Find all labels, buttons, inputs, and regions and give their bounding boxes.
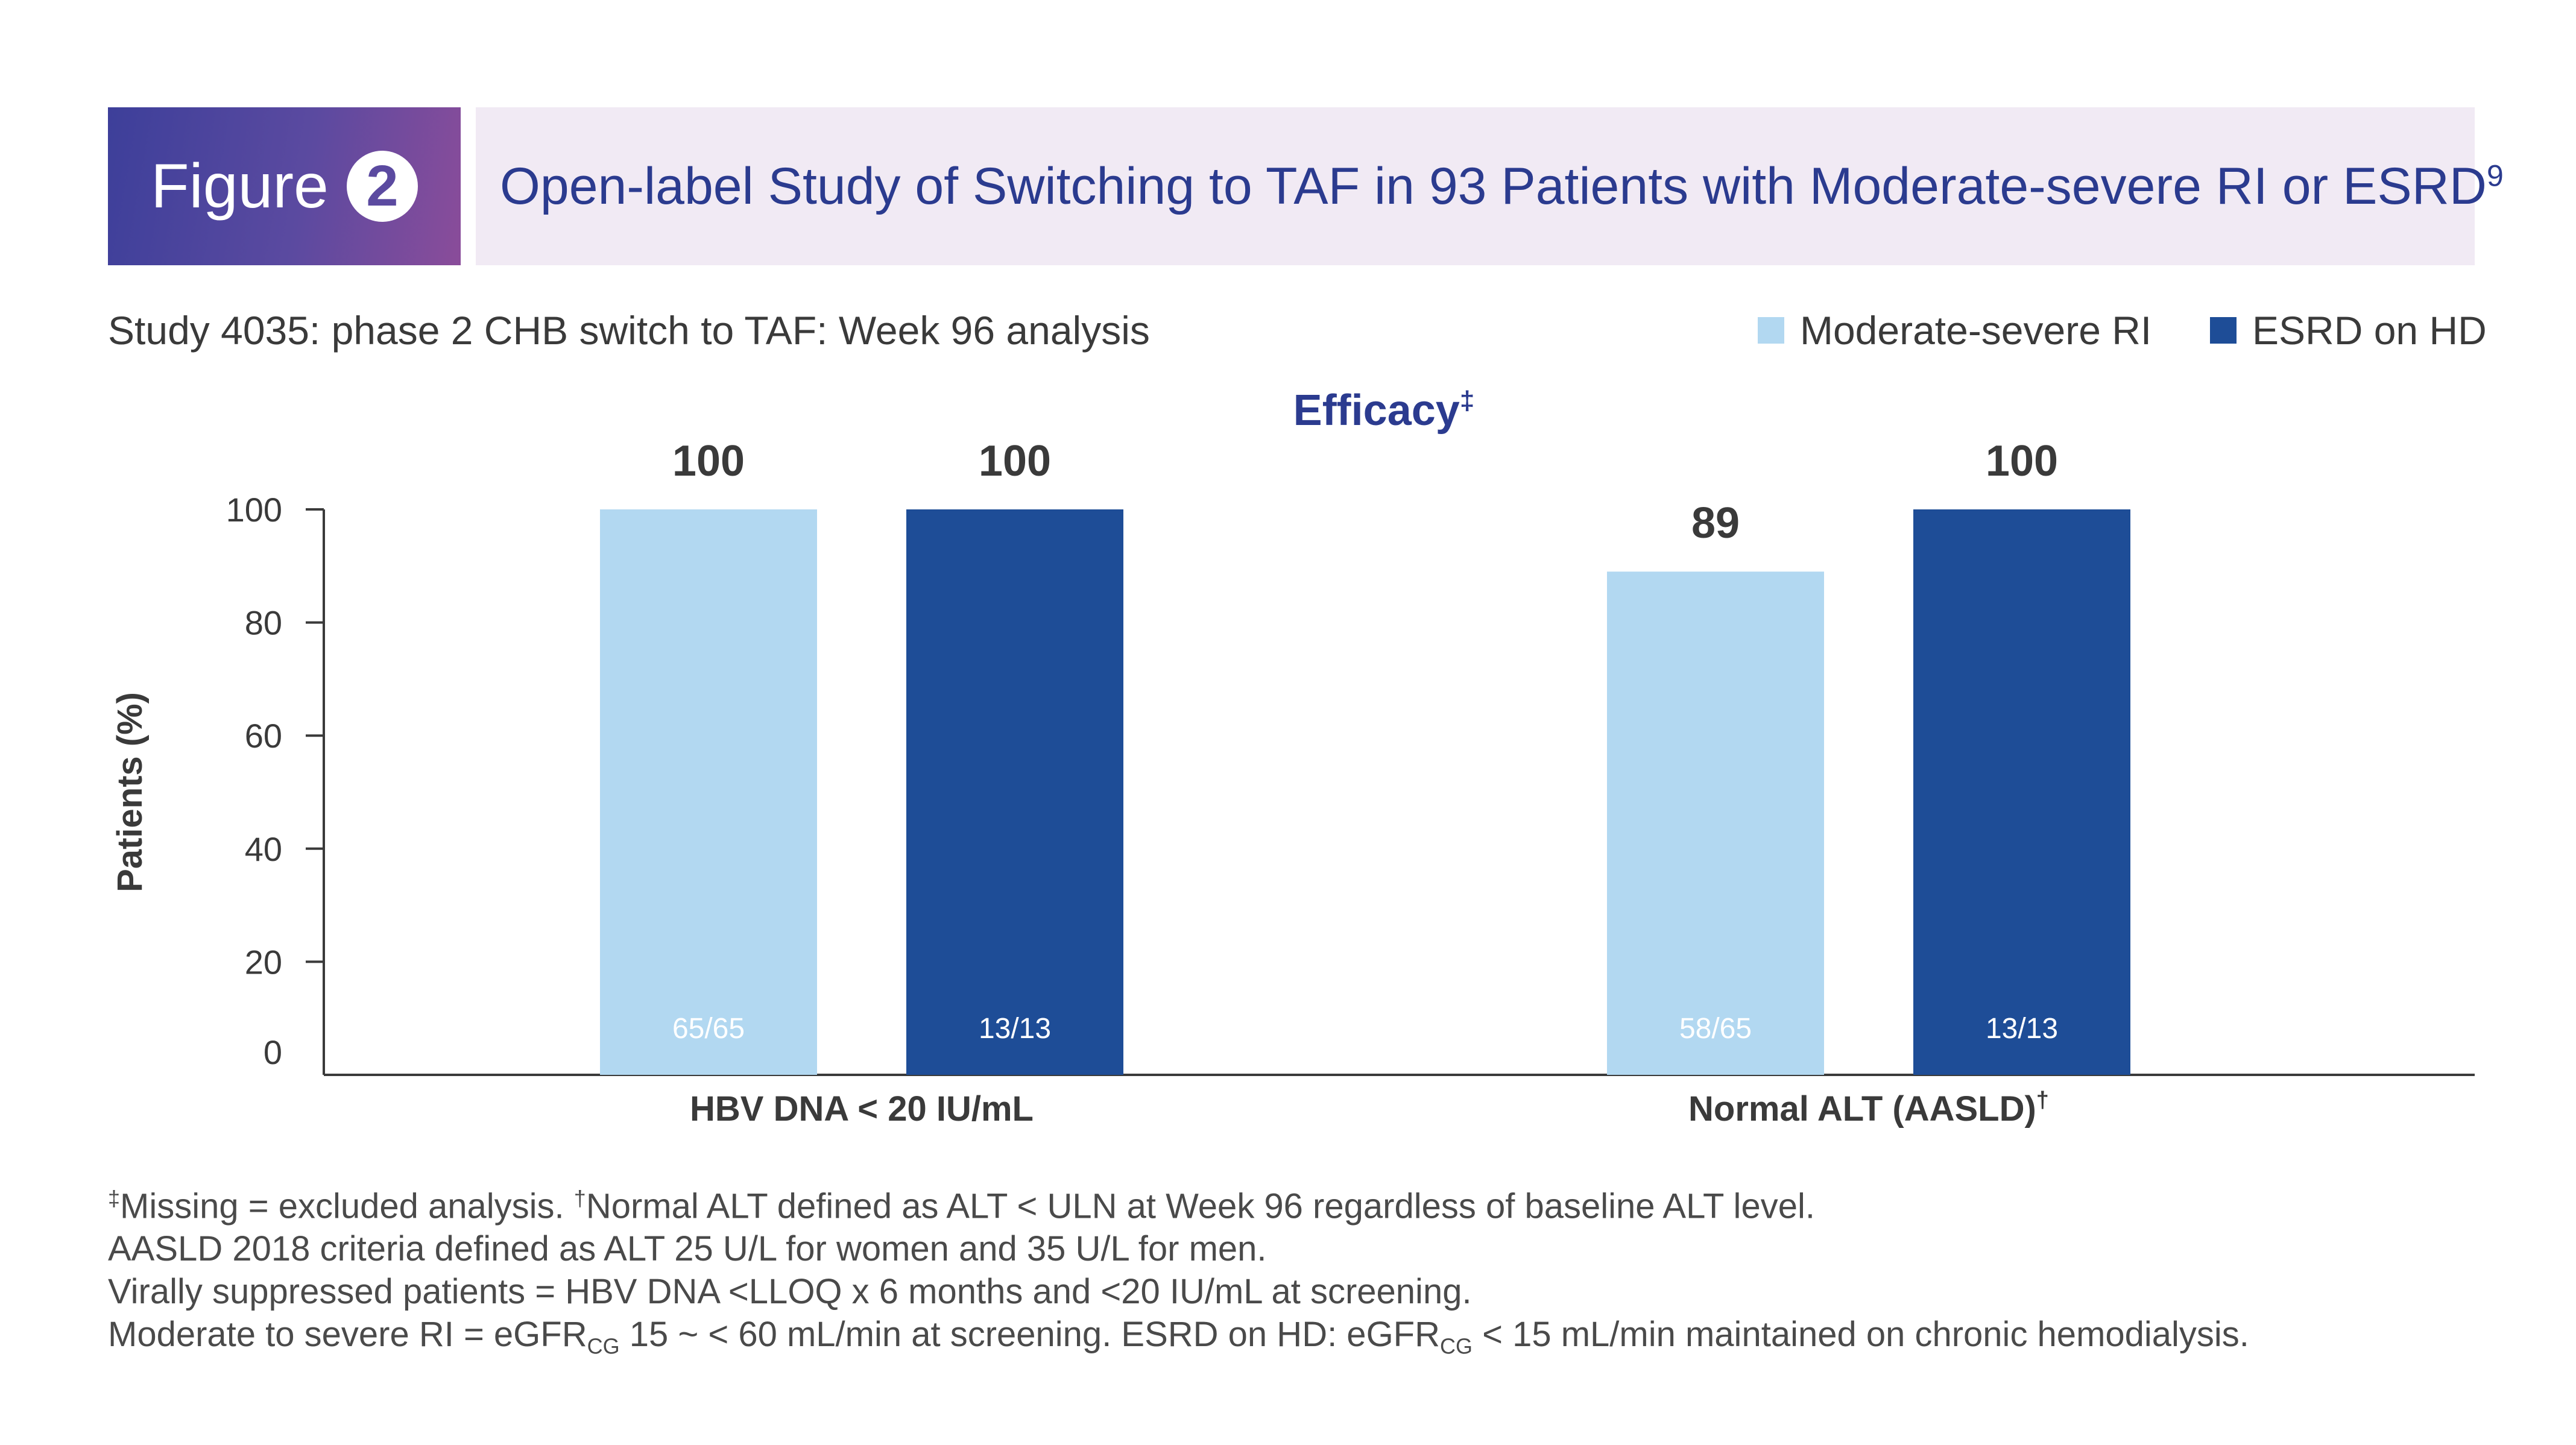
bar-value-label: 89 <box>1691 499 1740 547</box>
footnote-text-missing: Missing = excluded analysis. <box>120 1186 574 1226</box>
chart-title-sup: ‡ <box>1460 386 1474 415</box>
figure-number-badge: 2 <box>346 151 418 222</box>
figure-label: Figure <box>151 151 329 221</box>
legend-item-moderate-severe-ri: Moderate-severe RI <box>1758 307 2151 353</box>
x-category-text: Normal ALT (AASLD) <box>1688 1089 2036 1129</box>
bar-value-label: 100 <box>979 437 1051 485</box>
bar-count-label: 13/13 <box>979 1013 1051 1045</box>
footnote-text-esrd-definition: 15 ~ < 60 mL/min at screening. ESRD on H… <box>619 1315 1440 1355</box>
y-tick-label-80: 80 <box>245 604 282 642</box>
legend-swatch-moderate-severe-ri <box>1758 317 1784 344</box>
footnotes: ‡Missing = excluded analysis. †Normal AL… <box>108 1177 2249 1368</box>
y-tick-label-40: 40 <box>245 830 282 868</box>
y-tick-label-60: 60 <box>245 717 282 755</box>
footnote-line-3: Virally suppressed patients = HBV DNA <L… <box>108 1272 1472 1312</box>
bar-moderate-severe-ri-2 <box>1607 571 1824 1075</box>
bar-count-label: 58/65 <box>1679 1013 1752 1045</box>
footnote-line-4: Moderate to severe RI = eGFRCG 15 ~ < 60… <box>108 1313 2249 1368</box>
bar-moderate-severe-ri-1 <box>600 509 817 1075</box>
footnote-line-2: AASLD 2018 criteria defined as ALT 25 U/… <box>108 1229 1267 1269</box>
study-subtitle: Study 4035: phase 2 CHB switch to TAF: W… <box>108 308 1150 353</box>
chart-title-text: Efficacy <box>1293 386 1460 435</box>
legend-swatch-esrd-on-hd <box>2210 317 2237 344</box>
footnote-text-normal-alt: Normal ALT defined as ALT < ULN at Week … <box>586 1186 1815 1226</box>
y-tick-label-0: 0 <box>264 1033 282 1071</box>
bar-count-label: 13/13 <box>1986 1013 2058 1045</box>
footnote-subscript-cg-2: CG <box>1440 1333 1473 1359</box>
footnote-subscript-cg-1: CG <box>587 1333 620 1359</box>
bar-value-label: 100 <box>672 437 745 485</box>
y-tick-label-20: 20 <box>245 943 282 981</box>
x-category-label-1: HBV DNA < 20 IU/mL <box>690 1089 1034 1129</box>
figure-title-banner: Open-label Study of Switching to TAF in … <box>476 107 2504 265</box>
figure-title-text: Open-label Study of Switching to TAF in … <box>500 157 2487 215</box>
y-tick-label-100: 100 <box>226 491 282 529</box>
figure-title: Open-label Study of Switching to TAF in … <box>500 157 2504 216</box>
legend-item-esrd-on-hd: ESRD on HD <box>2210 307 2487 353</box>
bar-esrd-on-hd-1 <box>906 509 1123 1075</box>
figure-badge: Figure 2 <box>108 107 461 265</box>
bar-value-label: 100 <box>1986 437 2058 485</box>
footnote-text-ri-definition: Moderate to severe RI = eGFR <box>108 1315 587 1355</box>
y-axis-label: Patients (%) <box>110 692 150 892</box>
footnote-text-hemodialysis: < 15 mL/min maintained on chronic hemodi… <box>1473 1315 2249 1355</box>
chart-title: Efficacy‡ <box>1293 386 1475 435</box>
figure-title-reference: 9 <box>2487 158 2504 192</box>
x-category-sup: † <box>2036 1088 2049 1113</box>
footnote-line-1: ‡Missing = excluded analysis. †Normal AL… <box>108 1177 2249 1227</box>
x-category-text: HBV DNA < 20 IU/mL <box>690 1089 1034 1129</box>
legend-label-esrd-on-hd: ESRD on HD <box>2252 308 2487 353</box>
footnote-symbol-dagger: † <box>573 1186 586 1210</box>
bar-count-label: 65/65 <box>672 1013 745 1045</box>
x-category-label-2: Normal ALT (AASLD)† <box>1688 1088 2049 1129</box>
bar-esrd-on-hd-2 <box>1913 509 2130 1075</box>
footnote-symbol-double-dagger: ‡ <box>108 1186 121 1210</box>
legend-label-moderate-severe-ri: Moderate-severe RI <box>1800 308 2152 353</box>
